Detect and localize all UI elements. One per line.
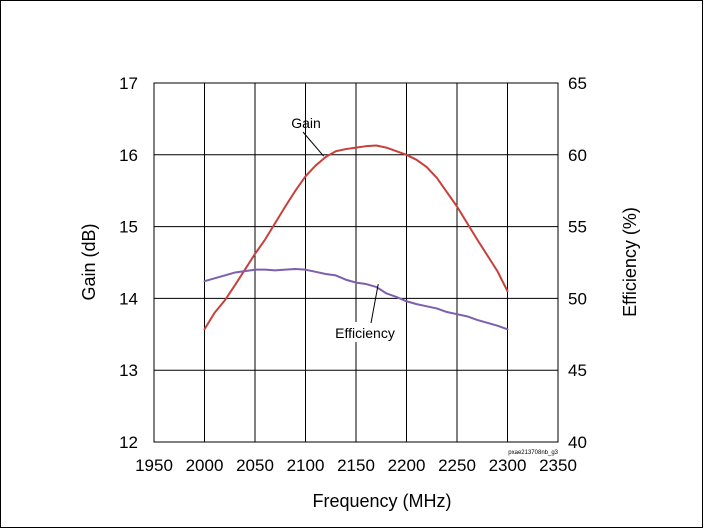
x-tick-label: 2000 [186, 456, 224, 475]
y-tick-label: 14 [119, 289, 138, 308]
gain-label: Gain [291, 115, 321, 131]
y2-tick-label: 55 [568, 218, 587, 237]
efficiency-label-bg [327, 322, 401, 342]
y-tick-label: 12 [119, 433, 138, 452]
x-tick-label: 2300 [489, 456, 527, 475]
grid [154, 83, 558, 442]
y2-tick-label: 50 [568, 289, 587, 308]
efficiency-leader-line [370, 283, 379, 324]
x-tick-label: 2100 [287, 456, 325, 475]
chart-footnote: pxae213708nb_g3 [508, 450, 558, 456]
x-tick-label: 2200 [388, 456, 426, 475]
y-axis-title: Gain (dB) [79, 223, 99, 300]
x-tick-label: 2250 [438, 456, 476, 475]
series-line-efficiency [203, 267, 509, 331]
annotations: Gain Efficiency [291, 115, 401, 342]
y-tick-label: 15 [119, 218, 138, 237]
y2-tick-label: 40 [568, 433, 587, 452]
y2-tick-label: 60 [568, 146, 587, 165]
x-tick-label: 1950 [135, 456, 173, 475]
series-line-gain [203, 144, 509, 331]
axes: 1950 2000 2050 2100 2150 2200 2250 2300 2350 12 13… [119, 74, 587, 475]
plot-area-border [153, 82, 559, 443]
series [203, 144, 509, 331]
gain-leader-line [302, 131, 325, 157]
y-tick-label: 17 [119, 74, 138, 93]
x-axis-title: Frequency (MHz) [312, 491, 451, 511]
efficiency-label: Efficiency [335, 325, 395, 341]
y-tick-label: 13 [119, 361, 138, 380]
x-tick-label: 2150 [337, 456, 375, 475]
y-tick-label: 16 [119, 146, 138, 165]
x-tick-label: 2350 [539, 456, 577, 475]
x-tick-label: 2050 [236, 456, 274, 475]
y2-tick-label: 45 [568, 361, 587, 380]
y2-axis-title: Efficiency (%) [620, 207, 640, 317]
y2-tick-label: 65 [568, 74, 587, 93]
